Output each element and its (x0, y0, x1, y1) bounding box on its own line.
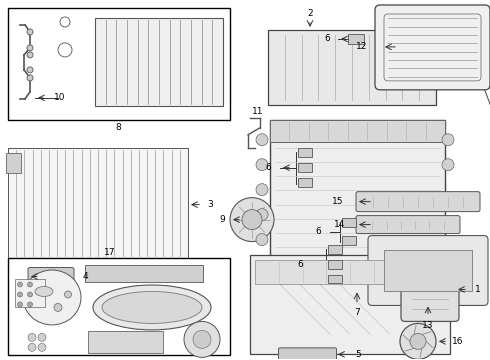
Text: 13: 13 (422, 321, 434, 330)
Circle shape (400, 323, 436, 359)
Circle shape (256, 209, 268, 221)
Bar (348, 34, 364, 44)
FancyBboxPatch shape (375, 5, 490, 90)
Bar (85, 265, 203, 283)
FancyBboxPatch shape (356, 216, 460, 234)
Bar (298, 163, 312, 172)
Circle shape (27, 52, 33, 58)
Circle shape (410, 333, 426, 349)
Circle shape (442, 194, 454, 206)
Text: 12: 12 (356, 42, 368, 51)
Circle shape (442, 159, 454, 171)
Text: 6: 6 (315, 227, 321, 236)
Bar (298, 178, 312, 187)
Text: 11: 11 (252, 107, 264, 116)
Bar (8, 148, 188, 257)
Bar (328, 244, 342, 253)
Circle shape (27, 282, 32, 287)
Circle shape (184, 321, 220, 357)
Bar (342, 235, 356, 244)
Text: 6: 6 (324, 35, 330, 44)
Circle shape (65, 291, 72, 298)
Circle shape (18, 282, 23, 287)
Text: 1: 1 (475, 285, 481, 294)
FancyBboxPatch shape (356, 192, 480, 212)
Circle shape (256, 234, 268, 246)
Bar (8, 8, 230, 120)
Circle shape (38, 343, 46, 351)
Bar (268, 30, 436, 105)
Text: 14: 14 (334, 220, 345, 229)
FancyBboxPatch shape (28, 267, 74, 285)
Circle shape (27, 29, 33, 35)
Circle shape (27, 292, 32, 297)
Circle shape (27, 302, 32, 307)
Ellipse shape (93, 285, 211, 330)
Bar (384, 249, 472, 292)
Bar (328, 260, 342, 269)
FancyBboxPatch shape (401, 257, 459, 321)
Ellipse shape (102, 292, 202, 323)
Bar (342, 217, 356, 226)
Circle shape (442, 134, 454, 146)
Circle shape (18, 302, 23, 307)
Circle shape (256, 184, 268, 195)
Ellipse shape (23, 270, 81, 325)
Circle shape (27, 67, 33, 73)
Text: 9: 9 (219, 215, 225, 224)
Circle shape (193, 330, 211, 348)
Circle shape (28, 343, 36, 351)
Bar (88, 332, 163, 354)
Circle shape (18, 292, 23, 297)
Bar (15, 279, 45, 307)
Bar (250, 255, 450, 354)
Circle shape (27, 75, 33, 81)
Bar (6, 153, 21, 173)
Circle shape (38, 333, 46, 341)
Bar (270, 120, 445, 142)
Bar (8, 257, 230, 355)
Text: 5: 5 (355, 350, 361, 359)
Ellipse shape (35, 287, 53, 297)
Bar (270, 120, 445, 289)
Circle shape (230, 198, 274, 242)
Text: 4: 4 (82, 272, 88, 281)
Bar (95, 18, 223, 106)
Text: 10: 10 (54, 93, 66, 102)
Circle shape (28, 333, 36, 341)
Circle shape (256, 159, 268, 171)
Circle shape (54, 303, 62, 311)
Bar (328, 275, 342, 283)
Bar (298, 148, 312, 157)
Bar (255, 260, 445, 284)
Circle shape (242, 210, 262, 230)
Text: 7: 7 (354, 308, 360, 317)
Circle shape (256, 134, 268, 146)
Circle shape (58, 43, 72, 57)
FancyBboxPatch shape (368, 235, 488, 305)
Text: 6: 6 (297, 260, 303, 269)
Text: 16: 16 (452, 337, 464, 346)
Circle shape (60, 17, 70, 27)
Circle shape (27, 45, 33, 51)
FancyBboxPatch shape (278, 348, 337, 360)
Text: 15: 15 (332, 197, 344, 206)
Text: 3: 3 (207, 200, 213, 209)
Text: 6: 6 (265, 163, 271, 172)
Text: 17: 17 (104, 248, 116, 257)
Text: 8: 8 (115, 123, 121, 132)
Text: 2: 2 (307, 9, 313, 18)
